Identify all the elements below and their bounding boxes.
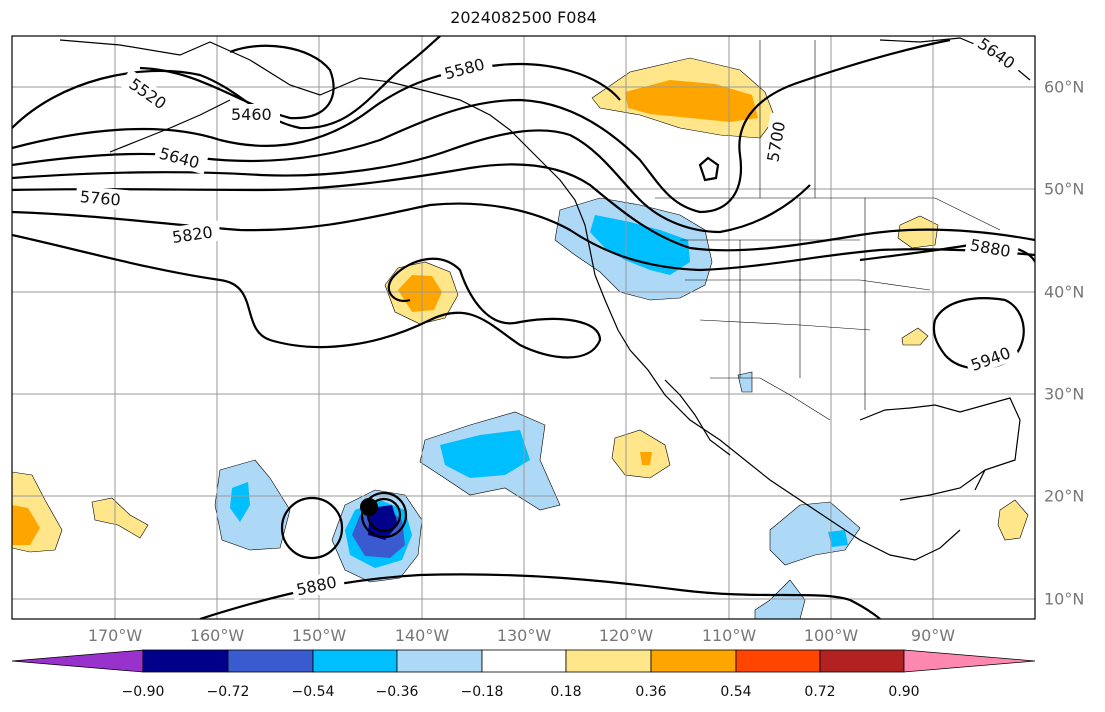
contour-cyclone-1: [280, 496, 344, 560]
colorbar-bin: [227, 649, 314, 673]
contour-label: 5460: [231, 105, 272, 124]
contour-label: 5820: [171, 222, 214, 246]
contour-label: 5580: [442, 54, 486, 83]
lon-label: 100°W: [803, 626, 859, 645]
contour-label: 5940: [968, 343, 1013, 375]
baja-coast: [664, 379, 731, 456]
caribbean-coast: [899, 469, 986, 501]
colorbar-bin: [819, 649, 905, 673]
colorbar-bin: [481, 649, 567, 673]
anomaly-negative-central-core: [440, 430, 530, 478]
anomaly-positive-pacific-core: [398, 275, 442, 312]
lat-label: 40°N: [1044, 282, 1085, 302]
contour-5700: [12, 129, 811, 234]
lat-label: 60°N: [1044, 77, 1085, 97]
colorbar-high-extend: [903, 649, 1036, 673]
anomaly-negative-mexico-core: [828, 530, 848, 547]
anomaly-positive-florida: [997, 499, 1029, 541]
colorbar-bin: [396, 649, 483, 673]
lat-label: 50°N: [1044, 179, 1085, 199]
anomaly-fills: [12, 57, 1029, 619]
lon-label: 120°W: [598, 626, 654, 645]
cyclone-center-marker: [360, 498, 378, 516]
anomaly-negative-pnw-core: [590, 215, 690, 275]
contour-cyclone-2: [360, 491, 408, 539]
colorbar-tick-label: −0.18: [460, 684, 504, 700]
contour-5580: [12, 63, 621, 150]
colorbar-tick-label: −0.36: [375, 684, 419, 700]
contour-canada-low: [698, 156, 720, 182]
anomaly-negative-hawaii: [214, 459, 291, 551]
lon-label: 150°W: [291, 626, 347, 645]
lat-label: 30°N: [1044, 384, 1085, 404]
anomaly-positive-southeast: [901, 327, 929, 346]
contour-label: 5880: [969, 235, 1012, 261]
anomaly-negative-mexico: [769, 501, 861, 566]
map-frame: [11, 35, 1036, 620]
colorbar-bin: [142, 649, 229, 673]
anomaly-positive-west-core: [12, 505, 40, 545]
lon-label: 110°W: [701, 626, 757, 645]
colorbar-low-extend: [11, 649, 144, 673]
anomaly-positive-small-1: [91, 497, 149, 539]
anomaly-negative-small: [737, 371, 753, 393]
colorbar-bin: [565, 649, 652, 673]
lon-label: 160°W: [189, 626, 245, 645]
colorbar-tick-label: 0.90: [888, 684, 920, 700]
colorbar-tick-label: 0.36: [635, 684, 667, 700]
colorbar-tick-label: 0.72: [804, 684, 836, 700]
lon-label: 140°W: [394, 626, 450, 645]
lon-label: 130°W: [496, 626, 552, 645]
colorbar-tick-label: −0.54: [291, 684, 335, 700]
colorbar-bin: [735, 649, 821, 673]
alaska-coast: [59, 39, 961, 561]
anomaly-negative-cyclone-core: [368, 505, 398, 540]
colorbar-bin: [650, 649, 737, 673]
contour-5880-pacific: [12, 233, 602, 359]
contour-5460: [139, 44, 335, 120]
lat-lon-grid: [12, 36, 1035, 619]
lon-label: 170°W: [87, 626, 143, 645]
anomaly-positive-great-lakes: [897, 215, 939, 249]
map-title: 2024082500 F084: [450, 8, 597, 27]
contour-label: 5880: [295, 572, 339, 599]
gulf-coast: [859, 397, 1021, 491]
anomaly-negative-hawaii-core: [230, 482, 250, 522]
political-borders: [655, 40, 1001, 421]
lon-label: 90°W: [910, 626, 956, 645]
aleutian-coast: [109, 99, 231, 153]
contour-5640-west: [12, 38, 951, 214]
height-contours: [12, 36, 1035, 619]
contour-5820: [12, 202, 1035, 272]
contour-label: 5760: [79, 187, 121, 209]
anomaly-positive-baja-core: [640, 452, 652, 465]
colorbar-tick-label: −0.72: [206, 684, 250, 700]
colorbar: [11, 649, 1036, 673]
colorbar-tick-label: 0.54: [720, 684, 752, 700]
anomaly-positive-canada-core: [625, 80, 758, 122]
contour-label: 5640: [157, 144, 201, 173]
colorbar-bin: [312, 649, 398, 673]
colorbar-tick-label: −0.90: [121, 684, 165, 700]
colorbar-tick-label: 0.18: [550, 684, 582, 700]
lat-label: 10°N: [1044, 589, 1085, 609]
lat-label: 20°N: [1044, 486, 1085, 506]
map-plot-area: 5520 5460 5580 5640 5640 5700 5760 5820 …: [12, 36, 1035, 619]
contour-5760: [12, 163, 1035, 252]
